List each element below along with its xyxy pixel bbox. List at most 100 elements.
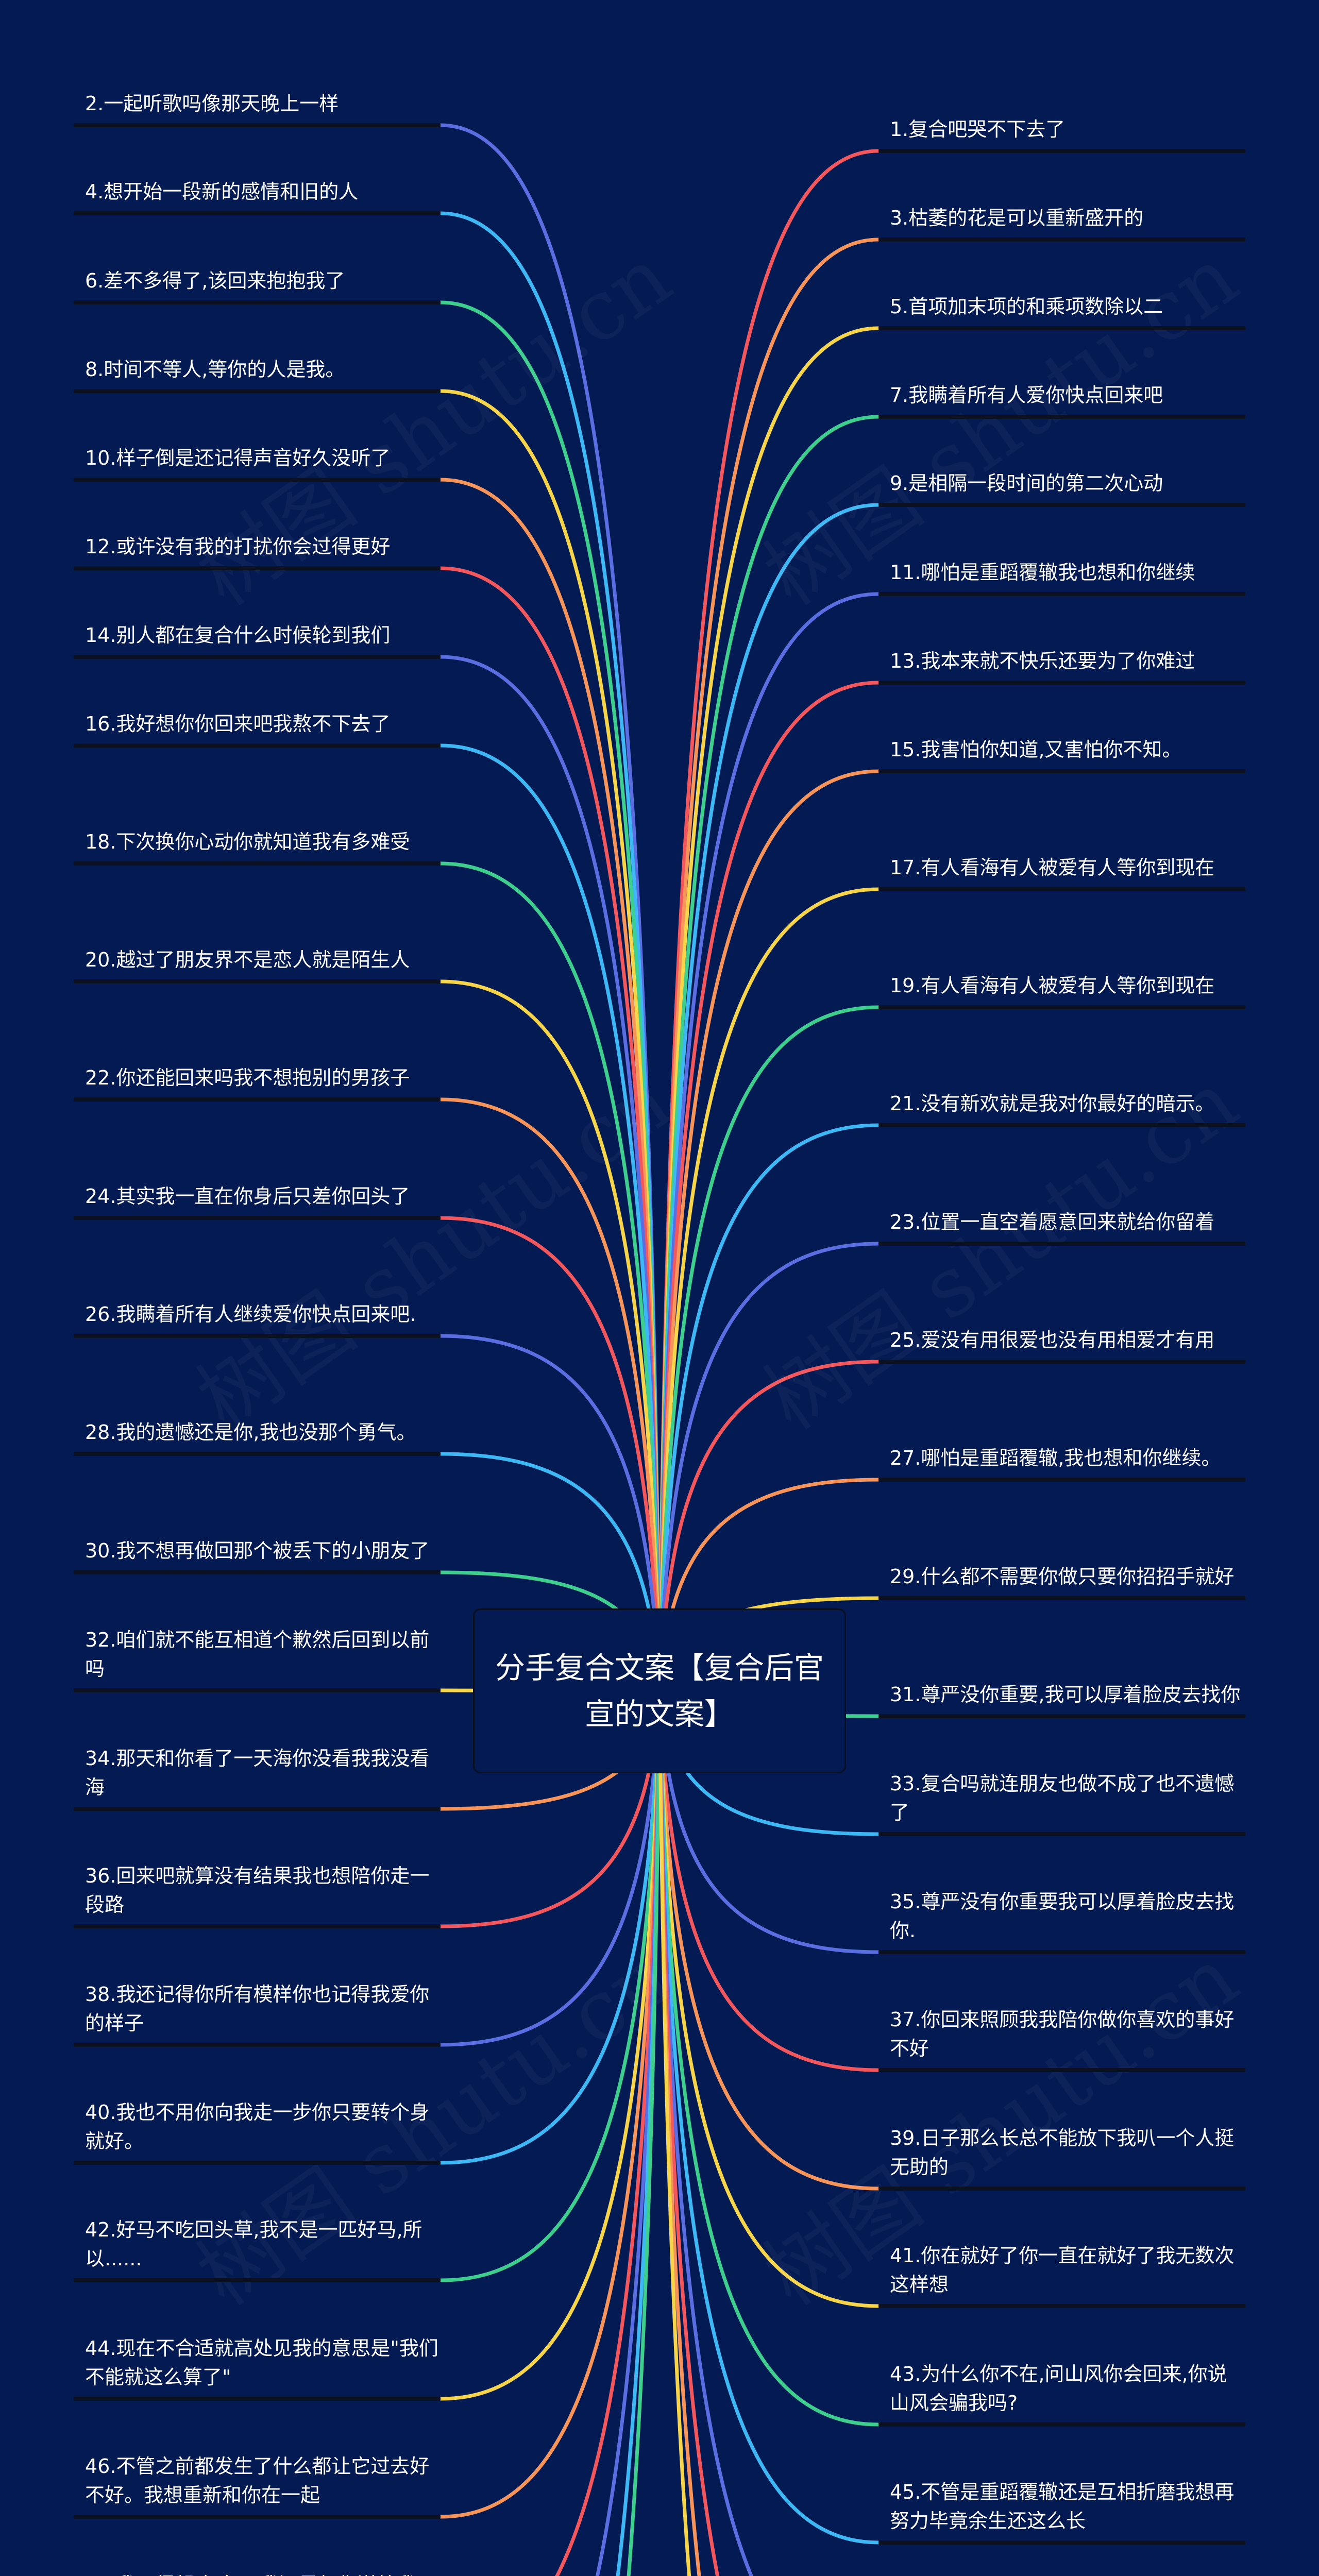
- branch-label: 9.是相隔一段时间的第二次心动: [890, 472, 1163, 495]
- branch-underline: [878, 1360, 1245, 1364]
- branch-label: 27.哪怕是重蹈覆辙,我也想和你继续。: [890, 1447, 1221, 1469]
- connector-line: [657, 1360, 881, 1693]
- branch-label: 45.不管是重蹈覆辙还是互相折磨我想再努力毕竟余生还这么长: [890, 2481, 1235, 2532]
- connector-line: [438, 1216, 662, 1693]
- branch-label: 39.日子那么长总不能放下我叭一个人挺无助的: [890, 2127, 1235, 2178]
- branch-underline: [74, 1570, 441, 1574]
- left-branch-node[interactable]: 34.那天和你看了一天海你没看我我没看海: [74, 1744, 441, 1811]
- right-branch-node[interactable]: 1.复合吧哭不下去了: [878, 115, 1245, 153]
- right-branch-node[interactable]: 25.爱没有用很爱也没有用相爱才有用: [878, 1326, 1245, 1364]
- branch-label: 16.我好想你你回来吧我熬不下去了: [85, 713, 391, 735]
- branch-label: 30.我不想再做回那个被丢下的小朋友了: [85, 1539, 430, 1562]
- connector-line: [657, 887, 881, 1693]
- left-branch-node[interactable]: 16.我好想你你回来吧我熬不下去了: [74, 709, 441, 748]
- right-branch-node[interactable]: 37.你回来照顾我我陪你做你喜欢的事好不好: [878, 2005, 1245, 2072]
- branch-underline: [74, 2278, 441, 2282]
- left-branch-node[interactable]: 14.别人都在复合什么时候轮到我们: [74, 621, 441, 659]
- branch-label: 23.位置一直空着愿意回来就给你留着: [890, 1211, 1215, 1233]
- branch-label: 15.我害怕你知道,又害怕你不知。: [890, 738, 1182, 761]
- right-branch-node[interactable]: 39.日子那么长总不能放下我叭一个人挺无助的: [878, 2124, 1245, 2191]
- right-branch-node[interactable]: 9.是相隔一段时间的第二次心动: [878, 469, 1245, 507]
- connector-line: [657, 1242, 881, 1693]
- left-branch-node[interactable]: 12.或许没有我的打扰你会过得更好: [74, 532, 441, 570]
- left-branch-node[interactable]: 32.咱们就不能互相道个歉然后回到以前吗: [74, 1625, 441, 1692]
- right-branch-node[interactable]: 43.为什么你不在,问山风你会回来,你说山风会骗我吗?: [878, 2360, 1245, 2427]
- left-branch-node[interactable]: 44.现在不合适就高处见我的意思是"我们不能就这么算了": [74, 2334, 441, 2401]
- branch-underline: [878, 503, 1245, 507]
- connector-line: [657, 1689, 881, 2545]
- left-branch-node[interactable]: 40.我也不用你向我走一步你只要转个身就好。: [74, 2098, 441, 2165]
- right-branch-node[interactable]: 5.首项加末项的和乘项数除以二: [878, 292, 1245, 330]
- branch-label: 17.有人看海有人被爱有人等你到现在: [890, 856, 1215, 879]
- branch-underline: [74, 655, 441, 659]
- left-branch-node[interactable]: 22.你还能回来吗我不想抱别的男孩子: [74, 1063, 441, 1101]
- left-branch-node[interactable]: 18.下次换你心动你就知道我有多难受: [74, 827, 441, 866]
- right-branch-node[interactable]: 29.什么都不需要你做只要你招招手就好: [878, 1562, 1245, 1600]
- right-branch-node[interactable]: 33.复合吗就连朋友也做不成了也不遗憾了: [878, 1769, 1245, 1836]
- branch-label: 37.你回来照顾我我陪你做你喜欢的事好不好: [890, 2008, 1235, 2060]
- right-branch-node[interactable]: 35.尊严没有你重要我可以厚着脸皮去找你.: [878, 1887, 1245, 1954]
- left-branch-node[interactable]: 4.想开始一段新的感情和旧的人: [74, 177, 441, 215]
- right-branch-node[interactable]: 31.尊严没你重要,我可以厚着脸皮去找你: [878, 1680, 1245, 1718]
- left-branch-node[interactable]: 36.回来吧就算没有结果我也想陪你走一段路: [74, 1861, 441, 1928]
- connector-line: [657, 1689, 881, 2308]
- left-branch-node[interactable]: 8.时间不等人,等你的人是我。: [74, 355, 441, 393]
- left-branch-node[interactable]: 28.我的遗憾还是你,我也没那个勇气。: [74, 1418, 441, 1456]
- branch-underline: [74, 211, 441, 215]
- connector-line: [438, 1689, 662, 2519]
- connector-line: [657, 1005, 881, 1693]
- branch-underline: [878, 2540, 1245, 2545]
- left-branch-node[interactable]: 46.不管之前都发生了什么都让它过去好不好。我想重新和你在一起: [74, 2452, 441, 2519]
- branch-underline: [878, 1714, 1245, 1718]
- left-branch-node[interactable]: 26.我瞒着所有人继续爱你快点回来吧.: [74, 1300, 441, 1338]
- central-topic-title: 分手复合文案【复合后官宣的文案】: [495, 1650, 824, 1732]
- branch-label: 46.不管之前都发生了什么都让它过去好不好。我想重新和你在一起: [85, 2455, 430, 2506]
- left-branch-node[interactable]: 38.我还记得你所有模样你也记得我爱你的样子: [74, 1980, 441, 2047]
- connector-line: [657, 415, 881, 1693]
- left-branch-node[interactable]: 48.我买得起玫瑰,可我还是想你送给我,就像我一个人可以生活,但我还是希望有人爱…: [74, 2570, 441, 2576]
- central-topic-node[interactable]: 分手复合文案【复合后官宣的文案】: [473, 1608, 846, 1773]
- right-branch-node[interactable]: 7.我瞒着所有人爱你快点回来吧: [878, 381, 1245, 419]
- right-branch-node[interactable]: 45.不管是重蹈覆辙还是互相折磨我想再努力毕竟余生还这么长: [878, 2478, 1245, 2545]
- branch-underline: [74, 979, 441, 984]
- connector-line: [438, 1097, 662, 1693]
- right-branch-node[interactable]: 19.有人看海有人被爱有人等你到现在: [878, 971, 1245, 1009]
- branch-underline: [878, 1832, 1245, 1836]
- branch-label: 43.为什么你不在,问山风你会回来,你说山风会骗我吗?: [890, 2363, 1227, 2414]
- branch-underline: [74, 478, 441, 482]
- right-branch-node[interactable]: 21.没有新欢就是我对你最好的暗示。: [878, 1089, 1245, 1127]
- left-branch-node[interactable]: 20.越过了朋友界不是恋人就是陌生人: [74, 945, 441, 984]
- right-branch-node[interactable]: 3.枯萎的花是可以重新盛开的: [878, 204, 1245, 242]
- branch-underline: [878, 149, 1245, 153]
- connector-line: [438, 1689, 662, 2047]
- branch-label: 11.哪怕是重蹈覆辙我也想和你继续: [890, 561, 1195, 584]
- branch-label: 20.越过了朋友界不是恋人就是陌生人: [85, 948, 410, 971]
- branch-label: 5.首项加末项的和乘项数除以二: [890, 295, 1163, 318]
- branch-underline: [74, 2161, 441, 2165]
- left-branch-node[interactable]: 30.我不想再做回那个被丢下的小朋友了: [74, 1536, 441, 1574]
- left-branch-node[interactable]: 42.好马不吃回头草,我不是一匹好马,所以......: [74, 2215, 441, 2282]
- right-branch-node[interactable]: 27.哪怕是重蹈覆辙,我也想和你继续。: [878, 1444, 1245, 1482]
- connector-line: [438, 1689, 662, 2165]
- left-branch-node[interactable]: 10.样子倒是还记得声音好久没听了: [74, 444, 441, 482]
- connector-line: [657, 1689, 691, 2576]
- right-branch-node[interactable]: 17.有人看海有人被爱有人等你到现在: [878, 853, 1245, 891]
- branch-underline: [74, 1334, 441, 1338]
- branch-label: 13.我本来就不快乐还要为了你难过: [890, 650, 1195, 672]
- right-branch-node[interactable]: 15.我害怕你知道,又害怕你不知。: [878, 735, 1245, 773]
- branch-label: 48.我买得起玫瑰,可我还是想你送给我,就像我一个人可以生活,但我还是希望有人爱…: [74, 2570, 441, 2576]
- right-branch-node[interactable]: 41.你在就好了你一直在就好了我无数次这样想: [878, 2241, 1245, 2308]
- right-branch-node[interactable]: 23.位置一直空着愿意回来就给你留着: [878, 1208, 1245, 1246]
- right-branch-node[interactable]: 13.我本来就不快乐还要为了你难过: [878, 647, 1245, 685]
- connector-line: [657, 1123, 881, 1693]
- branch-underline: [74, 2043, 441, 2047]
- left-branch-node[interactable]: 6.差不多得了,该回来抱抱我了: [74, 266, 441, 304]
- left-branch-node[interactable]: 24.其实我一直在你身后只差你回头了: [74, 1182, 441, 1220]
- left-branch-node[interactable]: 2.一起听歌吗像那天晚上一样: [74, 89, 441, 127]
- branch-underline: [878, 769, 1245, 773]
- branch-underline: [878, 1950, 1245, 1954]
- branch-underline: [878, 887, 1245, 891]
- right-branch-node[interactable]: 11.哪怕是重蹈覆辙我也想和你继续: [878, 558, 1245, 596]
- branch-label: 21.没有新欢就是我对你最好的暗示。: [890, 1092, 1215, 1115]
